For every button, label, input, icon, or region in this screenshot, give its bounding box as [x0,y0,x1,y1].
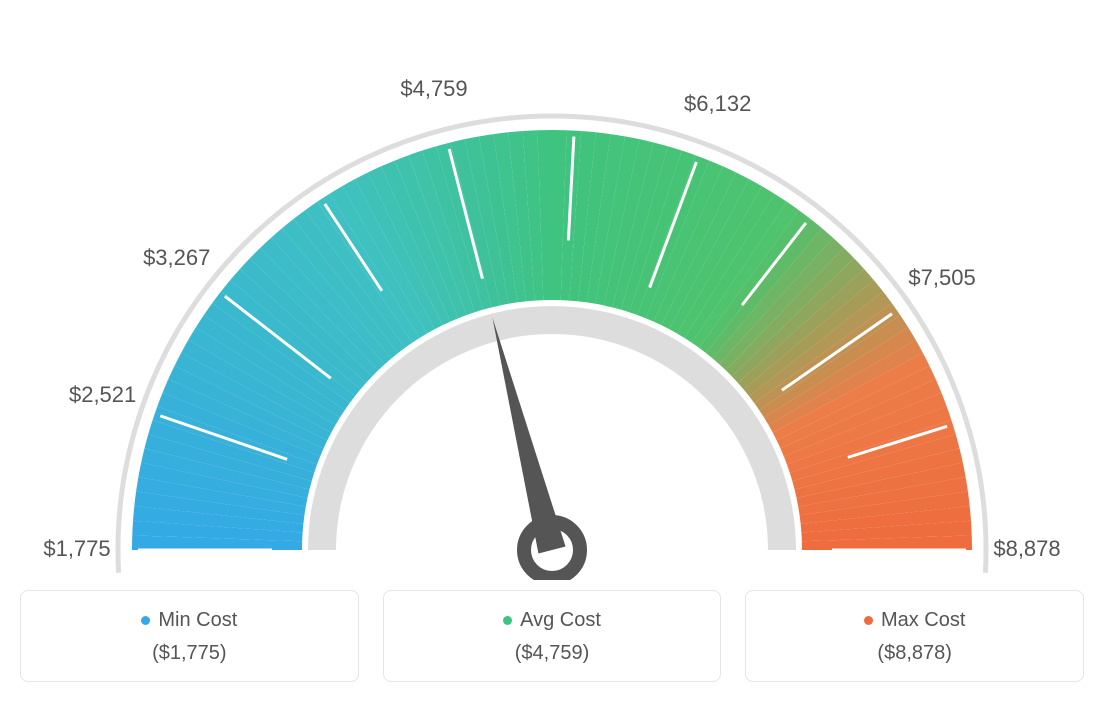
legend-card: Max Cost ($8,878) [745,590,1084,682]
gauge-chart: $1,775 $2,521 $3,267 $4,759 $6,132 $7,505 $8,8… [20,20,1084,580]
gauge-tick-label: $2,521 [69,382,136,407]
gauge-tick-label: $6,132 [684,91,751,116]
legend-value: ($4,759) [394,642,711,665]
legend-value: ($1,775) [31,642,348,665]
legend-title: Max Cost [756,609,1073,632]
legend-value: ($8,878) [756,642,1073,665]
legend-title-text: Max Cost [881,609,965,631]
gauge-tick-label: $4,759 [400,76,467,101]
legend-title: Avg Cost [394,609,711,632]
legend-row: Min Cost ($1,775) Avg Cost ($4,759) Max Cost… [20,590,1084,682]
legend-title: Min Cost [31,609,348,632]
legend-title-text: Min Cost [158,609,237,631]
gauge-tick-label: $8,878 [993,536,1060,561]
legend-title-text: Avg Cost [520,609,601,631]
legend-dot-icon [141,616,150,625]
gauge-tick-label: $1,775 [43,536,110,561]
legend-dot-icon [864,616,873,625]
legend-card: Min Cost ($1,775) [20,590,359,682]
gauge-svg: $1,775 $2,521 $3,267 $4,759 $6,132 $7,505 $8,8… [20,20,1084,580]
legend-card: Avg Cost ($4,759) [383,590,722,682]
gauge-tick-label: $7,505 [908,265,975,290]
legend-dot-icon [503,616,512,625]
gauge-tick-label: $3,267 [143,245,210,270]
